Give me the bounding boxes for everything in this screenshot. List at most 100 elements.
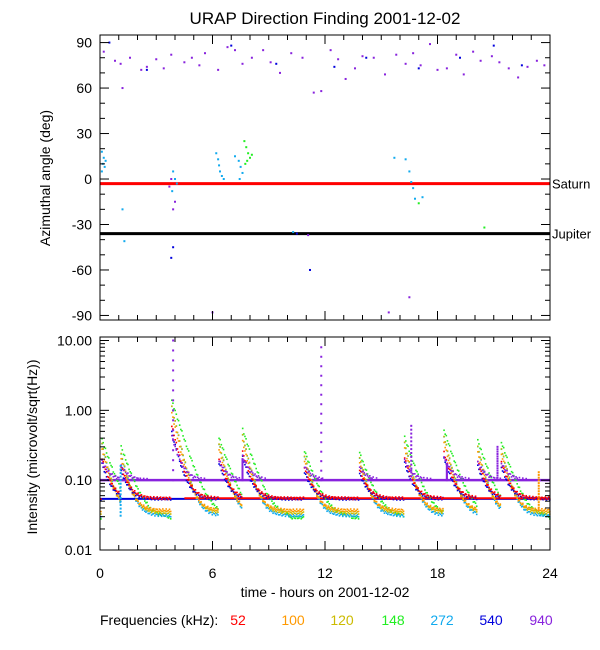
intensity-point-120 bbox=[109, 474, 111, 476]
intensity-point-52 bbox=[254, 484, 256, 486]
intensity-point-100 bbox=[345, 510, 347, 513]
intensity-point-52 bbox=[498, 496, 500, 498]
intensity-point-148 bbox=[186, 448, 189, 450]
intensity-point-52 bbox=[400, 497, 403, 500]
intensity-point-52 bbox=[169, 497, 172, 500]
intensity-point-148 bbox=[433, 502, 435, 504]
intensity-point-540 bbox=[184, 475, 187, 477]
intensity-point-52 bbox=[214, 498, 217, 500]
intensity-point-272 bbox=[487, 482, 489, 485]
azimuth-point-540 bbox=[520, 64, 523, 67]
intensity-point-100 bbox=[541, 508, 543, 510]
azimuth-point-272 bbox=[123, 240, 126, 243]
spike-point-940 bbox=[496, 450, 499, 453]
intensity-point-100 bbox=[430, 507, 433, 510]
intensity-point-940 bbox=[174, 445, 176, 448]
intensity-point-100 bbox=[473, 506, 476, 509]
intensity-point-100 bbox=[497, 502, 499, 505]
spike-point-272 bbox=[119, 500, 122, 503]
intensity-point-52 bbox=[326, 496, 328, 499]
intensity-point-52 bbox=[528, 495, 531, 498]
intensity-point-120 bbox=[443, 435, 445, 438]
intensity-point-272 bbox=[237, 502, 239, 505]
intensity-point-120 bbox=[171, 405, 173, 408]
intensity-point-52 bbox=[252, 479, 254, 481]
intensity-point-120 bbox=[412, 476, 415, 478]
intensity-point-148 bbox=[371, 484, 373, 486]
intensity-point-540 bbox=[454, 484, 457, 487]
intensity-point-52 bbox=[282, 498, 284, 500]
intensity-point-100 bbox=[380, 506, 382, 509]
intensity-point-120 bbox=[472, 509, 475, 512]
intensity-point-940 bbox=[226, 471, 228, 473]
intensity-point-540 bbox=[488, 490, 490, 492]
intensity-point-100 bbox=[281, 509, 283, 512]
intensity-point-52 bbox=[534, 497, 536, 499]
intensity-point-100 bbox=[121, 462, 124, 465]
azimuth-point-272 bbox=[237, 159, 240, 162]
intensity-point-540 bbox=[455, 486, 458, 489]
intensity-point-120 bbox=[420, 496, 423, 498]
intensity-point-120 bbox=[346, 510, 349, 513]
intensity-point-100 bbox=[376, 504, 379, 506]
intensity-point-272 bbox=[382, 510, 385, 512]
spike-point-940 bbox=[445, 468, 448, 471]
intensity-point-540 bbox=[403, 461, 406, 463]
intensity-point-272 bbox=[151, 513, 154, 515]
intensity-point-52 bbox=[500, 460, 503, 463]
intensity-point-148 bbox=[529, 506, 532, 509]
intensity-point-120 bbox=[235, 495, 237, 497]
intensity-point-120 bbox=[481, 464, 484, 466]
intensity-point-540 bbox=[451, 478, 453, 481]
intensity-point-148 bbox=[231, 473, 234, 475]
intensity-point-148 bbox=[113, 472, 116, 475]
azimuth-point-540 bbox=[230, 44, 233, 47]
intensity-point-52 bbox=[488, 486, 490, 489]
intensity-point-272 bbox=[496, 502, 498, 505]
spike-point-940 bbox=[172, 399, 175, 402]
intensity-point-272 bbox=[141, 509, 144, 511]
intensity-point-540 bbox=[545, 499, 548, 501]
intensity-point-272 bbox=[466, 506, 469, 508]
intensity-point-52 bbox=[163, 496, 165, 499]
intensity-point-100 bbox=[219, 451, 221, 454]
intensity-point-272 bbox=[525, 508, 527, 511]
intensity-point-272 bbox=[192, 489, 194, 492]
intensity-point-100 bbox=[247, 462, 250, 465]
intensity-point-148 bbox=[145, 502, 147, 504]
intensity-point-940 bbox=[450, 469, 452, 472]
intensity-point-100 bbox=[320, 500, 323, 503]
intensity-point-540 bbox=[109, 483, 111, 486]
intensity-point-100 bbox=[357, 510, 360, 513]
intensity-point-100 bbox=[349, 508, 352, 510]
intensity-point-540 bbox=[401, 497, 404, 500]
intensity-point-52 bbox=[526, 496, 529, 498]
intensity-point-148 bbox=[230, 472, 233, 475]
intensity-point-52 bbox=[194, 489, 197, 491]
intensity-point-120 bbox=[511, 485, 514, 488]
intensity-point-100 bbox=[381, 505, 383, 507]
intensity-point-52 bbox=[533, 497, 535, 500]
intensity-point-52 bbox=[525, 494, 527, 497]
intensity-point-148 bbox=[353, 515, 355, 518]
intensity-point-272 bbox=[153, 512, 155, 515]
intensity-point-52 bbox=[412, 482, 415, 485]
intensity-point-100 bbox=[275, 508, 278, 511]
intensity-point-540 bbox=[268, 497, 271, 500]
intensity-point-52 bbox=[123, 474, 126, 477]
intensity-point-52 bbox=[192, 488, 194, 490]
intensity-point-540 bbox=[486, 486, 488, 488]
intensity-point-940 bbox=[367, 476, 370, 479]
intensity-point-100 bbox=[447, 459, 450, 462]
spike-point-940 bbox=[172, 429, 175, 432]
intensity-point-120 bbox=[427, 506, 430, 508]
intensity-point-540 bbox=[297, 498, 299, 501]
intensity-point-272 bbox=[435, 512, 437, 514]
intensity-point-272 bbox=[228, 480, 230, 482]
intensity-point-272 bbox=[196, 497, 199, 500]
intensity-point-940 bbox=[514, 477, 516, 480]
azimuth-point-940 bbox=[445, 67, 448, 70]
azimuth-point-540 bbox=[417, 67, 420, 70]
intensity-point-940 bbox=[420, 477, 423, 479]
intensity-point-272 bbox=[463, 501, 466, 504]
